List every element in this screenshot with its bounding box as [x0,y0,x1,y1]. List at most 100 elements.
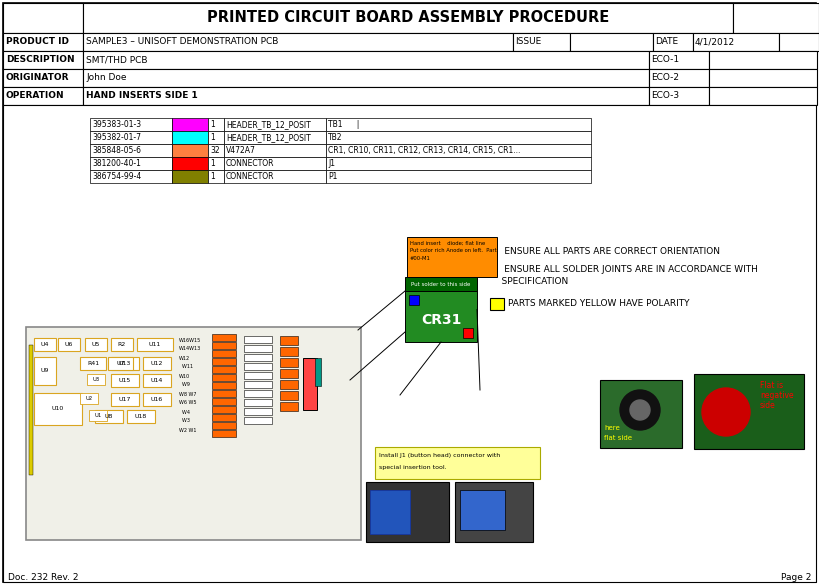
Text: PRINTED CIRCUIT BOARD ASSEMBLY PROCEDURE: PRINTED CIRCUIT BOARD ASSEMBLY PROCEDURE [207,11,609,26]
Text: Doc. 232 Rev. 2: Doc. 232 Rev. 2 [8,573,79,581]
Text: CONNECTOR: CONNECTOR [226,159,274,168]
Text: W6 W5: W6 W5 [179,401,197,405]
Bar [244,390,272,397]
Bar [280,369,298,378]
Bar [315,358,321,386]
Text: W3: W3 [179,418,190,424]
Bar [137,338,173,351]
Bar [90,144,172,157]
Bar [212,374,236,381]
Bar [280,380,298,389]
Text: TB1      |: TB1 | [328,120,360,129]
Bar [244,399,272,406]
Text: U11: U11 [149,342,161,347]
Text: OPERATION: OPERATION [6,91,65,101]
Bar [405,277,477,291]
Text: U14: U14 [151,378,163,383]
Text: 1: 1 [210,159,215,168]
Bar [3,51,83,69]
Bar [83,87,649,105]
Bar [280,391,298,400]
Bar [83,3,733,33]
Bar [709,87,817,105]
Text: U18: U18 [135,414,147,419]
Text: Put color rich Anode on left.  Part: Put color rich Anode on left. Part [410,249,497,253]
Bar [208,157,224,170]
Bar [83,69,649,87]
Bar [212,342,236,349]
Text: 1: 1 [210,172,215,181]
Bar [208,118,224,131]
Text: HAND INSERTS SIDE 1: HAND INSERTS SIDE 1 [86,91,197,101]
Bar [108,357,133,370]
Bar [224,157,326,170]
Bar [224,118,326,131]
Bar [405,291,477,342]
Text: U4: U4 [41,342,49,347]
Bar [244,372,272,379]
Bar [3,69,83,87]
Text: U3: U3 [93,377,100,382]
Bar [172,118,208,131]
Bar [212,398,236,405]
Text: here: here [604,425,620,431]
Bar [143,357,171,370]
Bar [244,363,272,370]
Text: W16W15: W16W15 [179,338,201,342]
Text: W14W13: W14W13 [179,346,201,352]
Bar [224,144,326,157]
Bar [172,144,208,157]
Bar [212,406,236,413]
Text: U10: U10 [52,407,64,411]
Bar [208,170,224,183]
Text: SPECIFICATION: SPECIFICATION [490,277,568,285]
Bar [143,374,171,387]
Text: CR31: CR31 [421,314,461,328]
Bar [90,118,172,131]
Bar [375,447,540,479]
Bar [85,338,107,351]
Bar [570,33,653,51]
Bar [709,69,817,87]
Text: U6: U6 [65,342,73,347]
Bar [172,157,208,170]
Bar [172,170,208,183]
Bar [280,336,298,345]
Text: U15: U15 [119,378,131,383]
Text: W11: W11 [179,364,193,370]
Bar [58,338,80,351]
Bar [83,51,649,69]
Bar [212,382,236,389]
Bar [212,422,236,429]
Text: 32: 32 [210,146,219,155]
Bar [90,157,172,170]
Bar [326,144,591,157]
Text: Install J1 (button head) connector with: Install J1 (button head) connector with [379,453,500,459]
Text: John Doe: John Doe [86,74,126,82]
Text: 1: 1 [210,133,215,142]
Text: R41: R41 [87,361,99,366]
Bar [460,490,505,530]
Text: W9: W9 [179,383,190,387]
Bar [455,482,533,542]
Bar [303,358,317,410]
Text: 4/1/2012: 4/1/2012 [695,37,735,46]
Bar [709,51,817,69]
Bar [370,490,410,534]
Text: W8 W7: W8 W7 [179,391,197,397]
Text: U12: U12 [151,361,163,366]
Text: ECO-3: ECO-3 [651,91,679,101]
Bar [212,366,236,373]
Text: U5: U5 [92,342,100,347]
Bar [244,354,272,361]
Text: W12: W12 [179,356,190,360]
Text: flat side: flat side [604,435,632,441]
Bar [3,3,83,33]
Text: V472A7: V472A7 [226,146,256,155]
Text: Page 2: Page 2 [781,573,811,581]
Text: U7: U7 [116,361,124,366]
Bar [694,374,804,449]
Text: J1: J1 [328,159,335,168]
Text: 395383-01-3: 395383-01-3 [92,120,141,129]
Bar [26,327,361,540]
